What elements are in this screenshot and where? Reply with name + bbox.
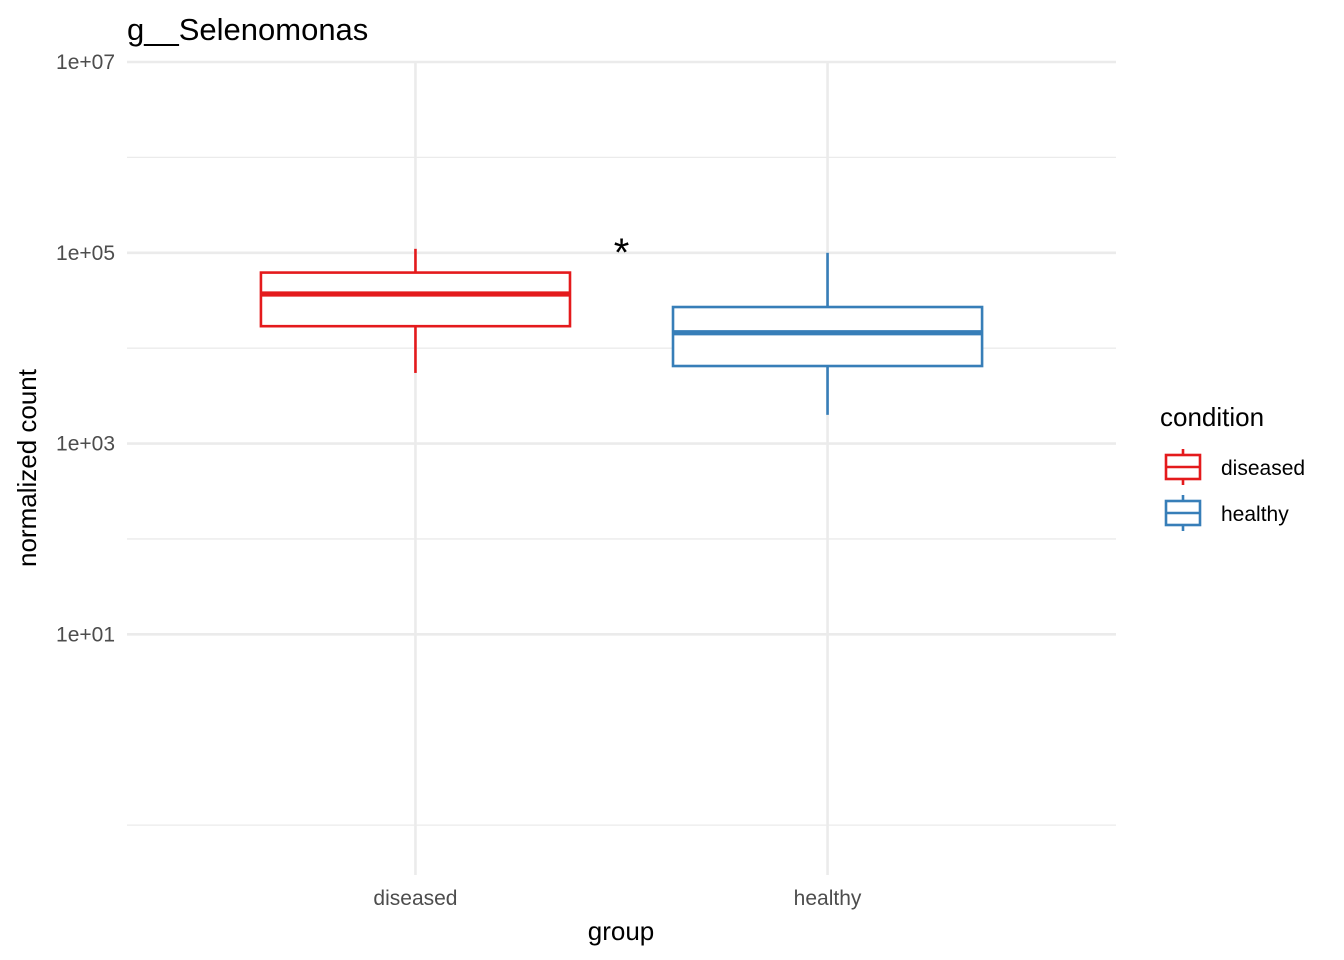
box-diseased [259,248,572,373]
grid [127,60,1116,875]
y-tick-label: 1e+07 [56,51,115,74]
annotations: * [614,231,630,275]
box-healthy [671,252,984,415]
x-axis-title: group [588,916,655,946]
axis-ticks: 1e+01 1e+03 1e+05 1e+07 diseased healthy [56,51,862,910]
iqr-box [259,271,572,328]
iqr-box [671,305,984,368]
x-tick-label: diseased [373,887,457,910]
y-tick-label: 1e+03 [56,433,115,456]
x-tick-label: healthy [794,887,862,910]
legend: condition diseased healthy [1160,402,1305,531]
significance-marker: * [614,231,630,275]
y-axis-title: normalized count [12,368,42,567]
y-tick-label: 1e+01 [56,623,115,646]
legend-label: diseased [1221,457,1305,480]
legend-item-healthy: healthy [1164,495,1289,531]
legend-label: healthy [1221,503,1289,526]
boxes [259,248,984,415]
legend-item-diseased: diseased [1164,449,1305,485]
chart-title: g__Selenomonas [127,12,368,47]
legend-title: condition [1160,402,1264,432]
y-tick-label: 1e+05 [56,242,115,265]
